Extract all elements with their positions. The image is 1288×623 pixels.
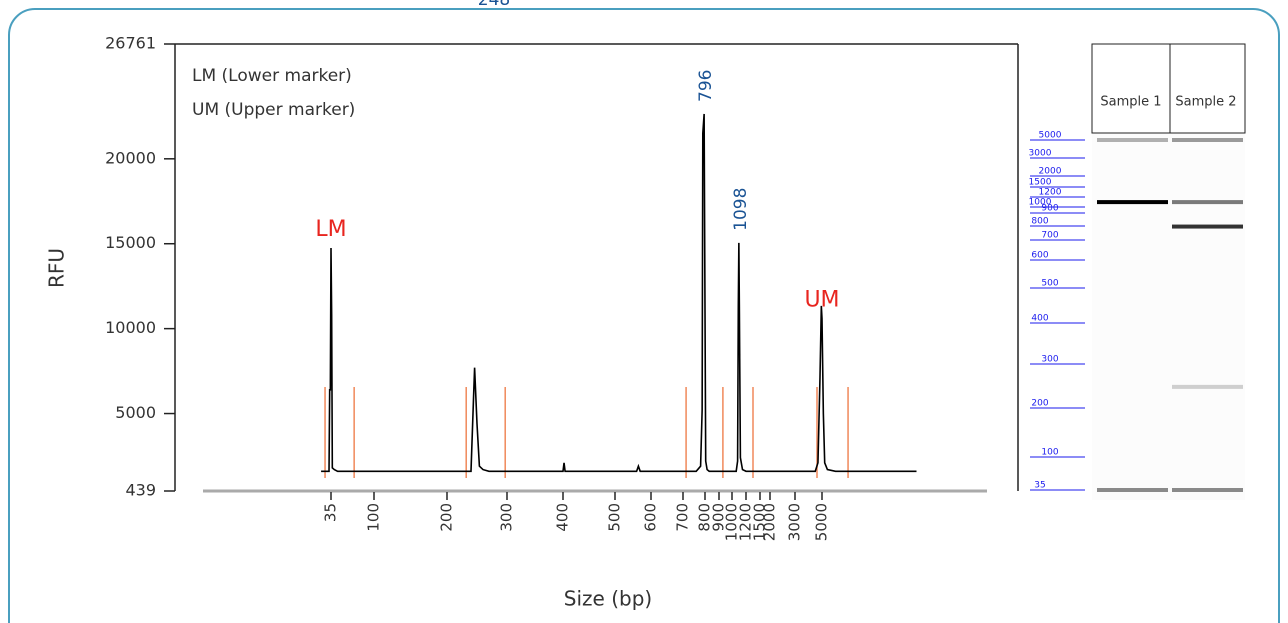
ladder-label: 300: [1041, 355, 1058, 365]
note: LM (Lower marker): [192, 66, 352, 86]
ladder-label: 600: [1031, 251, 1048, 261]
x-tick-label: 700: [674, 503, 692, 532]
x-axis-label: Size (bp): [564, 587, 652, 611]
x-tick-label: 1000: [723, 503, 741, 541]
y-tick-label: 5000: [115, 403, 156, 422]
x-tick-label: 200: [438, 503, 456, 532]
ladder-label: 800: [1031, 217, 1048, 227]
lane-label: Sample 2: [1175, 95, 1236, 110]
x-tick-label: 900: [710, 503, 728, 532]
peak-size-label: 796: [696, 70, 716, 102]
y-tick-label: 15000: [105, 233, 156, 252]
ladder-label: 35: [1034, 481, 1045, 491]
panel-border: [8, 8, 1280, 623]
x-tick-label: 1200: [737, 503, 755, 541]
x-tick-label: 800: [696, 503, 714, 532]
ladder-label: 1200: [1039, 188, 1062, 198]
gel-band: [1172, 488, 1243, 492]
y-tick-label: 439: [125, 481, 156, 500]
gel-band: [1097, 138, 1168, 142]
ladder-label: 200: [1031, 399, 1048, 409]
x-tick-label: 3000: [786, 503, 804, 541]
ladder-label: 5000: [1039, 131, 1062, 141]
gel-band: [1097, 488, 1168, 492]
gel-band: [1097, 200, 1168, 205]
y-tick-label: 10000: [105, 318, 156, 337]
ladder-label: 400: [1031, 314, 1048, 324]
ladder-label: 700: [1041, 231, 1058, 241]
marker-label: LM: [315, 217, 346, 242]
x-tick-label: 600: [642, 503, 660, 532]
peak-size-label: 248: [478, 0, 510, 10]
gel-band: [1172, 200, 1243, 205]
x-tick-label: 400: [554, 503, 572, 532]
ladder-label: 3000: [1029, 149, 1052, 159]
ladder-label: 900: [1041, 204, 1058, 214]
gel-band: [1172, 224, 1243, 229]
x-tick-label: 500: [606, 503, 624, 532]
lane-label: Sample 1: [1100, 95, 1161, 110]
ladder-label: 2000: [1039, 167, 1062, 177]
ladder-label: 100: [1041, 448, 1058, 458]
x-tick-label: 35: [322, 503, 340, 522]
x-tick-label: 300: [498, 503, 516, 532]
y-axis-label: RFU: [45, 248, 69, 288]
x-tick-label: 1500: [751, 503, 769, 541]
peak-size-label: 1098: [731, 188, 751, 231]
x-tick-label: 100: [365, 503, 383, 532]
x-tick-label: 5000: [813, 503, 831, 541]
y-tick-label: 20000: [105, 148, 156, 167]
marker-label: UM: [804, 287, 839, 312]
ladder-label: 1500: [1029, 178, 1052, 188]
gel-band: [1172, 384, 1243, 389]
y-tick-label: 26761: [105, 34, 156, 53]
trace: [321, 113, 917, 473]
ladder-label: 500: [1041, 279, 1058, 289]
gel-header: [1091, 43, 1246, 134]
note: UM (Upper marker): [192, 100, 355, 120]
ladder-label: 1000: [1029, 198, 1052, 208]
x-tick-label: 2000: [761, 503, 779, 541]
gel-band: [1172, 138, 1243, 142]
